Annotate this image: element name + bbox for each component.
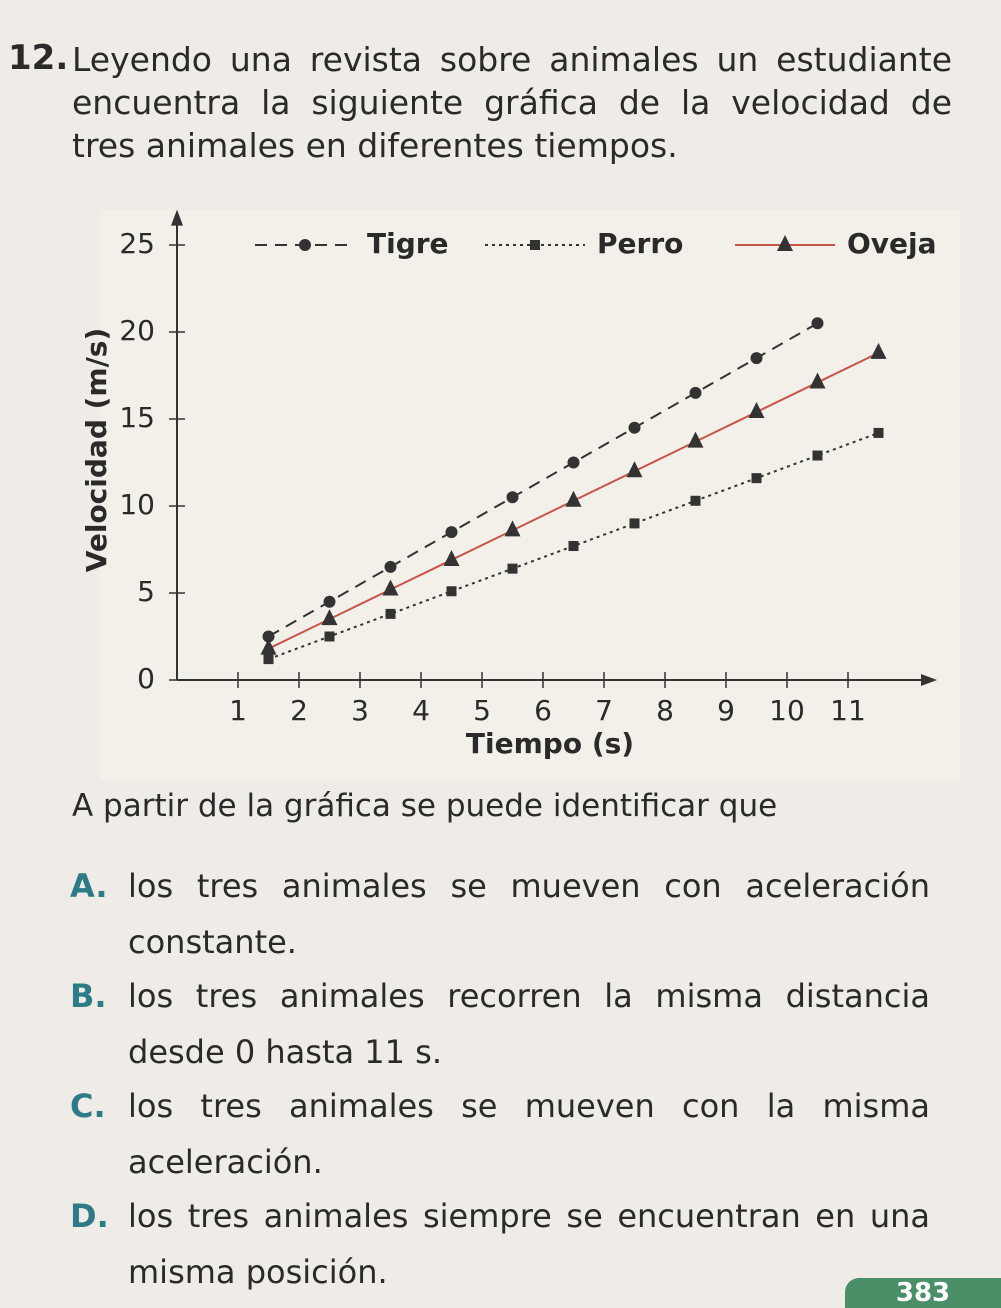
x-tick-label: 11	[830, 694, 866, 727]
option: B. los tres animales recorren la misma di…	[70, 968, 930, 1080]
y-tick-label: 5	[137, 575, 155, 608]
y-tick-label: 15	[119, 401, 155, 434]
x-tick-label: 7	[595, 694, 613, 727]
x-tick-label: 2	[290, 694, 308, 727]
point	[565, 490, 582, 507]
point	[568, 541, 579, 552]
point	[260, 638, 277, 655]
x-tick-label: 8	[656, 694, 674, 727]
page-number: 383	[845, 1278, 1001, 1308]
y-tick-label: 20	[119, 314, 155, 347]
legend-label: Perro	[597, 227, 683, 260]
legend-marker	[530, 240, 540, 250]
y-tick-label: 0	[137, 662, 155, 695]
point	[445, 526, 458, 539]
x-tick-label: 3	[351, 694, 369, 727]
option-text: los tres animales se mueven con la misma…	[128, 1087, 930, 1181]
y-tick-label: 25	[119, 227, 155, 260]
point	[262, 630, 275, 643]
x-tick-label: 1	[229, 694, 247, 727]
point	[811, 317, 824, 330]
x-tick-label: 10	[769, 694, 805, 727]
point	[504, 520, 521, 537]
legend-label: Oveja	[847, 227, 937, 260]
point	[382, 579, 399, 596]
point	[507, 563, 518, 574]
point	[687, 431, 704, 448]
point	[506, 491, 519, 504]
point	[567, 456, 580, 469]
y-tick-label: 10	[119, 488, 155, 521]
point	[748, 402, 765, 419]
legend-marker	[777, 235, 793, 251]
point	[446, 586, 457, 597]
point	[626, 461, 643, 478]
legend-marker	[299, 239, 311, 251]
option-text: los tres animales recorren la misma dist…	[128, 977, 930, 1071]
x-axis-label: Tiempo (s)	[466, 727, 634, 760]
point	[689, 386, 702, 399]
x-tick-label: 6	[534, 694, 552, 727]
y-axis-arrow	[171, 209, 183, 226]
option: D. los tres animales siempre se encuentra…	[70, 1188, 930, 1300]
prompt: A partir de la gráfica se puede identifi…	[72, 788, 778, 824]
point	[385, 608, 396, 619]
option: C. los tres animales se mueven con la mis…	[70, 1078, 930, 1190]
point	[321, 609, 338, 626]
option: A. los tres animales se mueven con aceler…	[70, 858, 930, 970]
point	[870, 342, 887, 359]
option-letter: D.	[70, 1197, 109, 1235]
legend-label: Tigre	[367, 227, 449, 260]
option-text: los tres animales siempre se encuentran …	[128, 1197, 930, 1291]
question-text: Leyendo una revista sobre animales un es…	[72, 40, 952, 165]
option-letter: A.	[70, 867, 108, 905]
point	[751, 473, 762, 484]
point	[628, 421, 641, 434]
series-line	[268, 322, 818, 638]
point	[443, 549, 460, 566]
x-tick-label: 9	[717, 694, 735, 727]
x-axis-arrow	[921, 674, 937, 686]
point	[629, 518, 640, 529]
point	[873, 427, 884, 438]
option-letter: C.	[70, 1087, 106, 1125]
point	[263, 654, 274, 665]
point	[809, 372, 826, 389]
option-text: los tres animales se mueven con acelerac…	[128, 867, 930, 961]
point	[324, 631, 335, 642]
question-number: 12.	[8, 38, 69, 78]
point	[384, 560, 397, 573]
option-letter: B.	[70, 977, 107, 1015]
point	[812, 450, 823, 461]
chart: Velocidad (m/s) Tiempo (s) 1 2 3 4 5 6 7 8 9 10 11…	[80, 209, 960, 780]
x-tick-label: 4	[412, 694, 430, 727]
y-axis-label: Velocidad (m/s)	[80, 328, 113, 573]
chart-panel	[100, 210, 960, 780]
x-tick-label: 5	[473, 694, 491, 727]
point	[750, 352, 763, 365]
point	[323, 595, 336, 608]
point	[690, 495, 701, 506]
